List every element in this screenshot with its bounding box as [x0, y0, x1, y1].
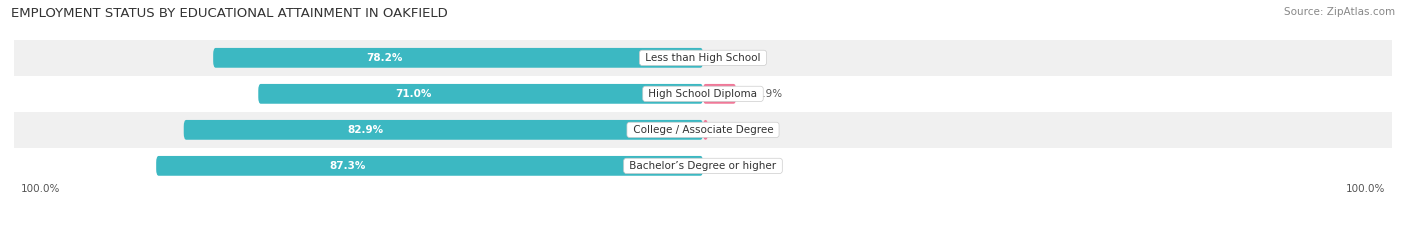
Text: 78.2%: 78.2%	[367, 53, 402, 63]
Text: Bachelor’s Degree or higher: Bachelor’s Degree or higher	[626, 161, 780, 171]
FancyBboxPatch shape	[703, 84, 737, 104]
FancyBboxPatch shape	[14, 112, 1392, 148]
Text: 0.0%: 0.0%	[724, 161, 751, 171]
FancyBboxPatch shape	[214, 48, 703, 68]
Text: High School Diploma: High School Diploma	[645, 89, 761, 99]
Text: College / Associate Degree: College / Associate Degree	[630, 125, 776, 135]
FancyBboxPatch shape	[184, 120, 703, 140]
Text: 100.0%: 100.0%	[1346, 184, 1385, 194]
Text: Source: ZipAtlas.com: Source: ZipAtlas.com	[1284, 7, 1395, 17]
Text: Less than High School: Less than High School	[643, 53, 763, 63]
FancyBboxPatch shape	[156, 156, 703, 176]
Text: EMPLOYMENT STATUS BY EDUCATIONAL ATTAINMENT IN OAKFIELD: EMPLOYMENT STATUS BY EDUCATIONAL ATTAINM…	[11, 7, 449, 20]
Text: 87.3%: 87.3%	[329, 161, 366, 171]
FancyBboxPatch shape	[703, 120, 709, 140]
Text: 0.0%: 0.0%	[724, 53, 751, 63]
Text: 82.9%: 82.9%	[347, 125, 384, 135]
FancyBboxPatch shape	[259, 84, 703, 104]
Text: 100.0%: 100.0%	[21, 184, 60, 194]
Text: 11.9%: 11.9%	[749, 89, 783, 99]
Text: 1.8%: 1.8%	[721, 125, 748, 135]
FancyBboxPatch shape	[14, 40, 1392, 76]
Text: 71.0%: 71.0%	[395, 89, 432, 99]
FancyBboxPatch shape	[14, 148, 1392, 184]
FancyBboxPatch shape	[14, 76, 1392, 112]
